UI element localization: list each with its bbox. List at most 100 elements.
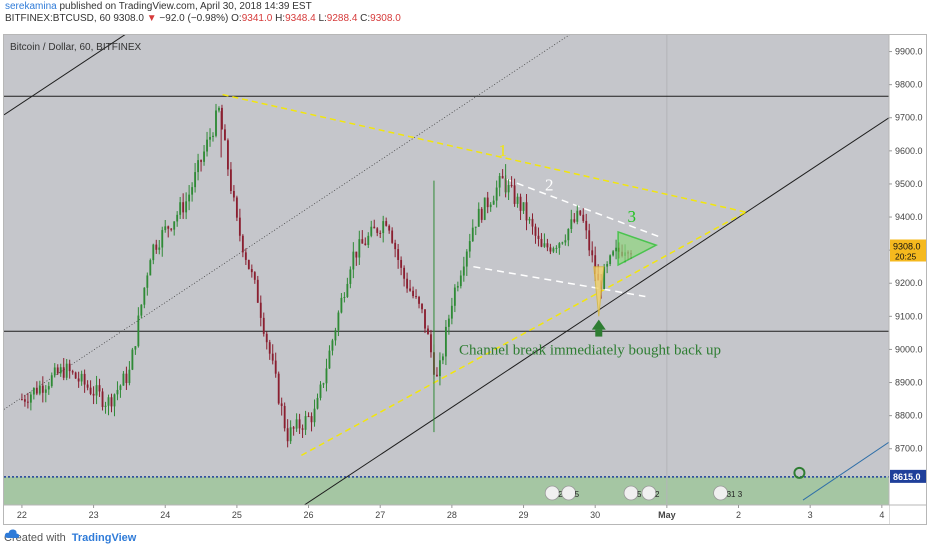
price-tick-label: 8900.0 [895, 378, 923, 388]
event-badge-label[interactable]: 5 [575, 490, 580, 499]
candle-body [232, 191, 235, 198]
chart-area[interactable]: 1 2 3 Channel break immediately bought back… [3, 34, 927, 525]
yellow-support-line[interactable] [301, 211, 747, 457]
candle-body [161, 230, 164, 248]
candle-body [370, 226, 373, 236]
candle-body [322, 383, 325, 385]
wedge-upper-line[interactable] [505, 178, 660, 238]
candle-body [382, 221, 385, 234]
candle-body [352, 251, 355, 270]
candle-body [430, 334, 432, 353]
candle-body [525, 202, 528, 221]
time-tick-label: 29 [519, 510, 529, 520]
time-tick-label: 27 [375, 510, 385, 520]
candle-body [191, 187, 194, 195]
candle-body [298, 419, 301, 429]
ohlc-line: BITFINEX:BTCUSD, 60 9308.0 ▼ −92.0 (−0.9… [5, 13, 401, 24]
candle-body [436, 374, 438, 377]
countdown-label: 20:25 [895, 251, 917, 261]
trend-line-blue[interactable] [802, 441, 889, 501]
event-flag-icon[interactable] [623, 485, 639, 501]
candle-body [188, 194, 191, 202]
publish-info: serekamina published on TradingView.com,… [5, 1, 312, 12]
candle-body [83, 373, 86, 385]
down-arrow-icon: ▼ [146, 13, 157, 24]
event-flag-icon[interactable] [641, 485, 657, 501]
candle-body [537, 235, 540, 239]
event-flag-icon[interactable] [713, 485, 728, 501]
candle-body [194, 172, 197, 188]
candle-body [274, 360, 277, 374]
candle-body [146, 275, 149, 288]
candle-body [346, 283, 349, 297]
wick-marker-triangle[interactable] [593, 266, 605, 317]
candle-body [462, 266, 465, 276]
event-flag-icon[interactable] [561, 485, 577, 501]
time-tick-label: 26 [304, 510, 314, 520]
candle-body [247, 259, 250, 270]
up-arrow-stem [595, 329, 603, 337]
event-badge-label[interactable]: 2 [655, 490, 660, 499]
candle-body [391, 230, 394, 243]
candle-body [567, 228, 570, 241]
channel-upper-line[interactable] [4, 35, 230, 116]
pennant-triangle[interactable] [617, 230, 658, 267]
created-with-text: Created with [4, 532, 66, 544]
candle-body [486, 197, 489, 208]
candle-body [77, 378, 80, 382]
candle-body [439, 360, 441, 377]
candle-body [283, 405, 286, 429]
event-flag-icon[interactable] [544, 485, 560, 501]
event-badge-label[interactable]: 31 3 [727, 490, 743, 499]
price-tick-label: 9000.0 [895, 344, 923, 354]
symbol-label: BITFINEX:BTCUSD, 60 [5, 13, 111, 24]
time-tick-label: 30 [590, 510, 600, 520]
time-tick-label: 22 [17, 510, 27, 520]
candle-body [277, 373, 280, 404]
candle-body [143, 287, 146, 305]
candle-body [128, 369, 131, 384]
candle-body [185, 201, 188, 213]
price-tick-label: 8800.0 [895, 411, 923, 421]
high-value: 9348.4 [285, 13, 316, 24]
close-label: C: [360, 13, 371, 24]
tradingview-brand[interactable]: TradingView [71, 532, 137, 544]
candle-body [364, 243, 367, 245]
time-tick-label: 24 [160, 510, 170, 520]
candle-body [534, 226, 537, 236]
candle-body [561, 242, 564, 244]
candle-body [53, 367, 56, 376]
candle-body [441, 356, 444, 361]
candle-body [74, 372, 77, 379]
candle-body [427, 328, 429, 335]
candle-body [615, 247, 618, 252]
channel-lower-line[interactable] [237, 117, 889, 524]
candle-body [92, 393, 95, 396]
candle-body [310, 416, 313, 423]
candle-body [29, 394, 32, 403]
price-tick-label: 9600.0 [895, 146, 923, 156]
candle-body [522, 202, 525, 211]
candle-body [89, 387, 92, 394]
last-price: 9308.0 [113, 13, 144, 24]
plot-background [4, 35, 889, 505]
wedge-lower-line[interactable] [473, 265, 646, 298]
candle-body [424, 309, 426, 329]
candle-body [286, 428, 289, 442]
price-tick-label: 9200.0 [895, 278, 923, 288]
candle-body [262, 317, 265, 334]
candle-body [256, 279, 259, 303]
candle-body [406, 278, 409, 289]
candle-body [65, 363, 68, 378]
candle-body [268, 342, 271, 354]
candle-body [579, 210, 582, 215]
open-label: O: [231, 13, 242, 24]
price-tick-label: 9100.0 [895, 311, 923, 321]
candle-body [319, 384, 322, 398]
close-value: 9308.0 [370, 13, 401, 24]
author-link[interactable]: serekamina [5, 1, 57, 12]
published-text: published on TradingView.com, April 30, … [59, 1, 312, 12]
alert-circle-icon[interactable] [793, 466, 806, 479]
high-label: H: [275, 13, 286, 24]
